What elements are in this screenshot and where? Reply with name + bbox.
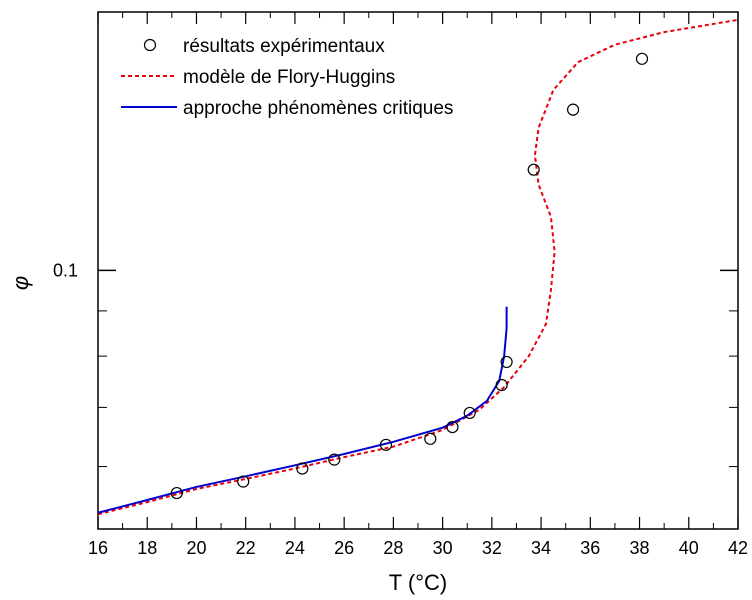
legend: résultats expérimentaux modèle de Flory-…	[121, 36, 453, 119]
data-point-experimental	[296, 462, 309, 475]
x-tick-label: 40	[679, 538, 699, 558]
data-point-experimental	[328, 453, 341, 466]
x-tick-label: 22	[236, 538, 256, 558]
data-point-experimental	[170, 486, 183, 500]
data-point-experimental	[446, 420, 459, 434]
data-point-experimental	[463, 406, 476, 420]
y-ticks: 0.1	[53, 260, 738, 468]
data-point-experimental	[635, 52, 649, 65]
x-tick-label: 36	[580, 538, 600, 558]
series-line-flory-huggins	[97, 18, 739, 516]
x-tick-label: 38	[630, 538, 650, 558]
legend-marker-experimental	[143, 38, 157, 52]
legend-label-experimental: résultats expérimentaux	[183, 36, 385, 57]
data-point-experimental	[500, 355, 513, 369]
x-tick-label: 34	[531, 538, 551, 558]
legend-label-critical: approche phénomènes critiques	[183, 98, 453, 119]
x-tick-label: 20	[186, 538, 206, 558]
plot-frame	[97, 11, 739, 530]
data-point-experimental	[237, 475, 250, 488]
y-axis-label: φ	[8, 276, 33, 290]
data-point-experimental	[527, 163, 540, 176]
x-axis-label: T (°C)	[389, 570, 448, 595]
curves-layer	[97, 18, 739, 516]
x-tick-label: 32	[482, 538, 502, 558]
data-point-experimental	[495, 378, 508, 392]
y-tick-label: 0.1	[53, 260, 78, 280]
x-tick-label: 18	[137, 538, 157, 558]
data-point-experimental	[566, 103, 580, 116]
series-line-critical	[97, 306, 508, 514]
x-tick-label: 28	[383, 538, 403, 558]
data-point-experimental	[379, 438, 393, 451]
x-tick-label: 42	[728, 538, 748, 558]
x-tick-label: 24	[285, 538, 305, 558]
x-ticks: 16 18 20 22 24 26 28 30 32 34 36 38 40 42	[88, 12, 748, 558]
x-tick-label: 26	[334, 538, 354, 558]
x-tick-label: 30	[433, 538, 453, 558]
markers-layer	[170, 52, 649, 500]
data-point-experimental	[424, 432, 437, 445]
legend-label-flory-huggins: modèle de Flory-Huggins	[183, 67, 395, 88]
x-tick-label: 16	[88, 538, 108, 558]
